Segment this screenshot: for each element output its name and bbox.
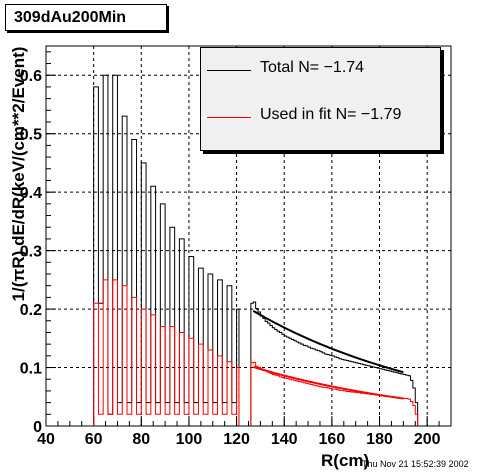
y-tick-label: 0.2: [20, 302, 42, 319]
y-tick-label: 0.6: [20, 68, 42, 85]
x-tick-label: 80: [132, 431, 150, 448]
y-axis-label: 1/(πR) dE/dR(keV/(cm**2/Event): [9, 46, 28, 302]
legend-label-fit: Used in fit N= −1.79: [260, 106, 402, 123]
x-tick-label: 180: [366, 431, 393, 448]
y-tick-label: 0.5: [20, 127, 42, 144]
legend-line-total: [207, 70, 251, 71]
timestamp: Thu Nov 21 15:52:39 2002: [362, 459, 469, 469]
series-used-in-fit-histogram: [93, 279, 240, 426]
x-axis-label: R(cm): [321, 451, 370, 470]
x-tick-label: 60: [85, 431, 103, 448]
x-tick-label: 140: [271, 431, 298, 448]
y-tick-label: 0: [33, 419, 42, 436]
x-tick-label: 160: [319, 431, 346, 448]
x-tick-label: 100: [176, 431, 203, 448]
x-tick-label: 40: [37, 431, 55, 448]
x-tick-label: 120: [223, 431, 250, 448]
series-used-in-fit-fit: [252, 365, 404, 400]
series-total-histogram: [250, 301, 419, 426]
series-total-fit: [252, 309, 404, 374]
legend-label-total: Total N= −1.74: [260, 59, 365, 76]
legend-entry-fit: Used in fit N= −1.79: [201, 105, 440, 129]
chart-title: 309dAu200Min: [5, 4, 167, 31]
axis-ticks: 40 60 80 100 120 140 160 180 200 0 0.1 0.2 0.3 0.4 0.5…: [20, 51, 452, 448]
legend-entry-total: Total N= −1.74: [201, 58, 440, 82]
series-total-histogram: [93, 74, 240, 426]
y-tick-label: 0.4: [20, 185, 42, 202]
y-tick-label: 0.3: [20, 244, 42, 261]
y-tick-label: 0.1: [20, 361, 42, 378]
x-tick-label: 200: [414, 431, 441, 448]
data-series: [93, 74, 419, 426]
legend: Total N= −1.74 Used in fit N= −1.79: [200, 47, 441, 151]
legend-line-fit: [207, 117, 251, 118]
